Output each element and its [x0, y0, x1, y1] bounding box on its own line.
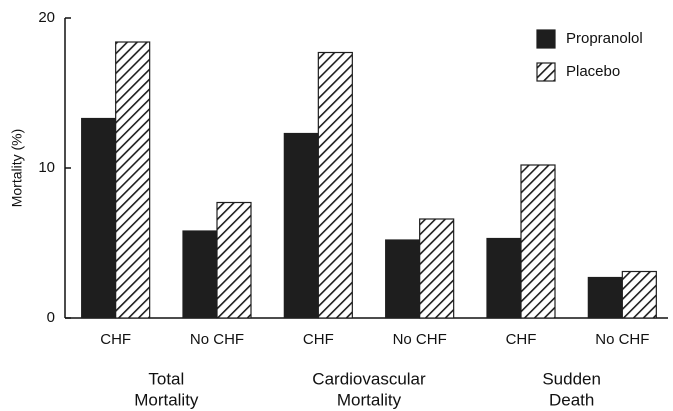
group-label: Total	[148, 369, 184, 388]
bar	[182, 230, 218, 319]
bar	[587, 276, 623, 319]
bar	[621, 270, 657, 319]
y-axis-title: Mortality (%)	[9, 129, 25, 208]
y-tick-label: 10	[38, 159, 55, 176]
y-tick-label: 20	[38, 9, 55, 26]
x-tick-label: CHF	[303, 331, 334, 348]
bar	[115, 41, 151, 319]
bar	[520, 164, 556, 319]
x-tick-label: No CHF	[190, 331, 244, 348]
bar	[419, 218, 455, 319]
x-tick-label: CHF	[100, 331, 131, 348]
legend-label: Propranolol	[566, 30, 643, 47]
x-tick-label: No CHF	[595, 331, 649, 348]
group-label: Death	[549, 390, 594, 409]
legend-swatch	[536, 62, 556, 82]
bar	[216, 201, 252, 319]
bar	[486, 237, 522, 319]
legend-swatch	[536, 29, 556, 49]
legend-label: Placebo	[566, 63, 620, 80]
bar	[317, 51, 353, 319]
x-tick-label: No CHF	[393, 331, 447, 348]
bar	[283, 132, 319, 319]
group-label: Mortality	[134, 390, 199, 409]
bar	[385, 239, 421, 319]
group-label: Sudden	[542, 369, 601, 388]
x-tick-label: CHF	[506, 331, 537, 348]
group-label: Cardiovascular	[312, 369, 426, 388]
group-label: Mortality	[337, 390, 402, 409]
bar	[81, 117, 117, 319]
y-tick-label: 0	[47, 309, 55, 326]
